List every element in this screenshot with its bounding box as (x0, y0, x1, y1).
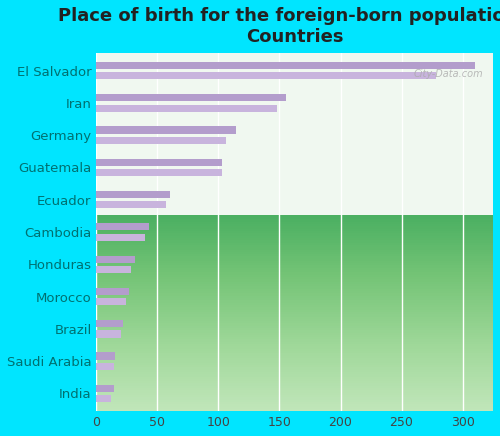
Bar (96, 169, 222, 176)
Bar (96, 385, 114, 392)
Bar (96, 234, 145, 241)
Bar (96, 105, 277, 112)
Bar (96, 255, 136, 263)
Bar (96, 298, 126, 305)
Bar (96, 363, 114, 370)
Bar (96, 137, 226, 144)
Bar (96, 191, 170, 198)
Bar (96, 62, 474, 69)
Bar (96, 126, 235, 133)
Bar (96, 201, 166, 208)
Text: City-Data.com: City-Data.com (414, 69, 484, 79)
Bar (96, 72, 435, 79)
Title: Place of birth for the foreign-born population -
Countries: Place of birth for the foreign-born popu… (58, 7, 500, 46)
Bar (96, 223, 149, 230)
Bar (96, 330, 121, 337)
Bar (96, 94, 286, 101)
Bar (96, 159, 222, 166)
Bar (96, 266, 130, 273)
Bar (96, 288, 130, 295)
Bar (96, 395, 111, 402)
Bar (96, 352, 114, 360)
Bar (96, 320, 124, 327)
